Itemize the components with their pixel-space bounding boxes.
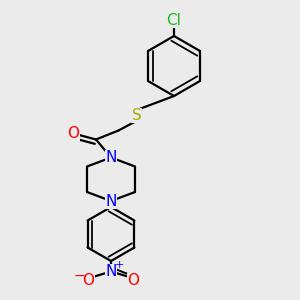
Text: N: N xyxy=(105,264,117,279)
Text: N: N xyxy=(105,150,117,165)
Text: Cl: Cl xyxy=(167,13,182,28)
Text: O: O xyxy=(68,126,80,141)
Text: S: S xyxy=(132,108,141,123)
Text: N: N xyxy=(105,194,117,208)
Text: O: O xyxy=(128,273,140,288)
Text: −: − xyxy=(74,269,85,283)
Text: O: O xyxy=(82,273,94,288)
Text: +: + xyxy=(115,260,124,270)
